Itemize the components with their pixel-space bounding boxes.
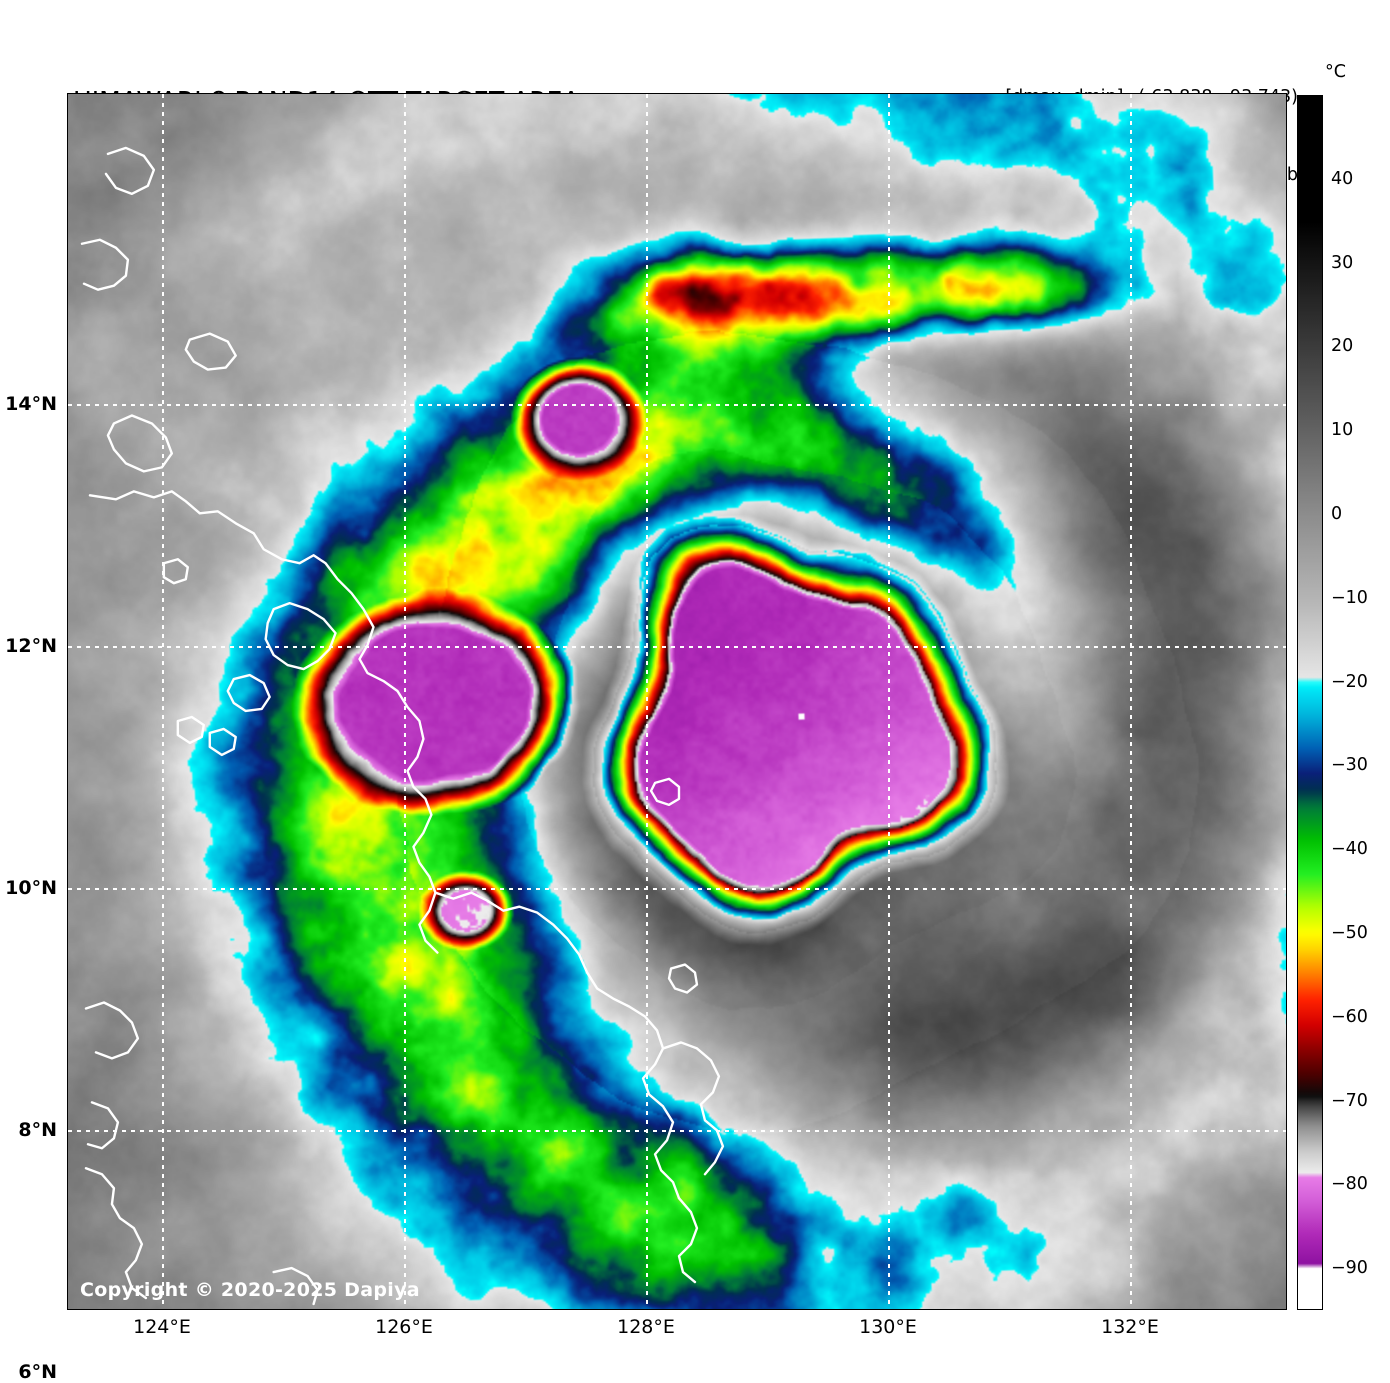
- colorbar-tick-label: −10: [1331, 587, 1368, 608]
- lat-tick-label: 14°N: [5, 393, 57, 415]
- lon-tick-label: 132°E: [1101, 1316, 1159, 1338]
- lon-tick-label: 126°E: [375, 1316, 433, 1338]
- plot-inner: Copyright © 2020-2025 Dapiya: [68, 94, 1286, 1309]
- lat-tick-label: 6°N: [18, 1361, 57, 1383]
- colorbar-tick-label: −40: [1331, 839, 1368, 860]
- colorbar-tick-label: 20: [1331, 336, 1354, 357]
- lon-tick-label: 130°E: [859, 1316, 917, 1338]
- colorbar-tick-label: −50: [1331, 922, 1368, 943]
- colorbar-tick-label: 30: [1331, 252, 1354, 273]
- lat-tick-label: 8°N: [18, 1119, 57, 1141]
- colorbar-tick-label: −60: [1331, 1006, 1368, 1027]
- lon-tick-label: 128°E: [617, 1316, 675, 1338]
- copyright-notice: Copyright © 2020-2025 Dapiya: [80, 1279, 420, 1301]
- colorbar-tick-label: 10: [1331, 420, 1354, 441]
- colorbar-tick-label: 40: [1331, 168, 1354, 189]
- lon-tick-label: 124°E: [133, 1316, 191, 1338]
- colorbar-gradient: [1298, 96, 1322, 1309]
- colorbar[interactable]: [1297, 95, 1323, 1310]
- coastline-svg: [80, 146, 725, 1306]
- colorbar-tick-label: −90: [1331, 1258, 1368, 1279]
- satellite-image-plot[interactable]: Copyright © 2020-2025 Dapiya: [67, 93, 1287, 1310]
- lat-tick-label: 12°N: [5, 635, 57, 657]
- colorbar-tick-label: 0: [1331, 503, 1343, 524]
- lat-tick-label: 10°N: [5, 877, 57, 899]
- coastline-overlay: [68, 94, 1286, 1309]
- colorbar-tick-label: −30: [1331, 755, 1368, 776]
- colorbar-unit-label: °C: [1325, 62, 1346, 82]
- colorbar-tick-label: −20: [1331, 671, 1368, 692]
- colorbar-tick-label: −70: [1331, 1090, 1368, 1111]
- colorbar-tick-label: −80: [1331, 1174, 1368, 1195]
